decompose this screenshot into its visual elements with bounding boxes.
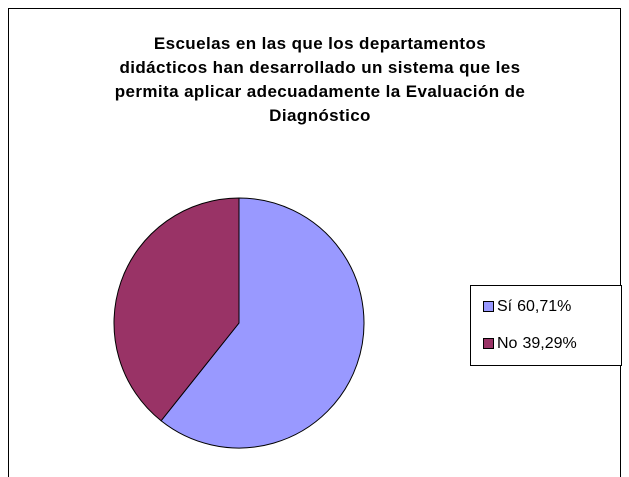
legend-swatch xyxy=(483,338,494,349)
legend-category: Sí xyxy=(497,298,513,315)
legend-label: No 39,29% xyxy=(497,335,577,352)
pie-slice xyxy=(113,197,240,422)
legend-category: No xyxy=(497,335,518,352)
legend-value: 39,29% xyxy=(522,335,576,352)
legend-swatch xyxy=(483,301,494,312)
chart-title: Escuelas en las que los departamentos di… xyxy=(114,34,526,125)
legend-box xyxy=(470,285,622,366)
legend-value: 60,71% xyxy=(517,298,571,315)
legend-label: Sí 60,71% xyxy=(497,298,571,315)
pie-slice xyxy=(160,197,365,449)
